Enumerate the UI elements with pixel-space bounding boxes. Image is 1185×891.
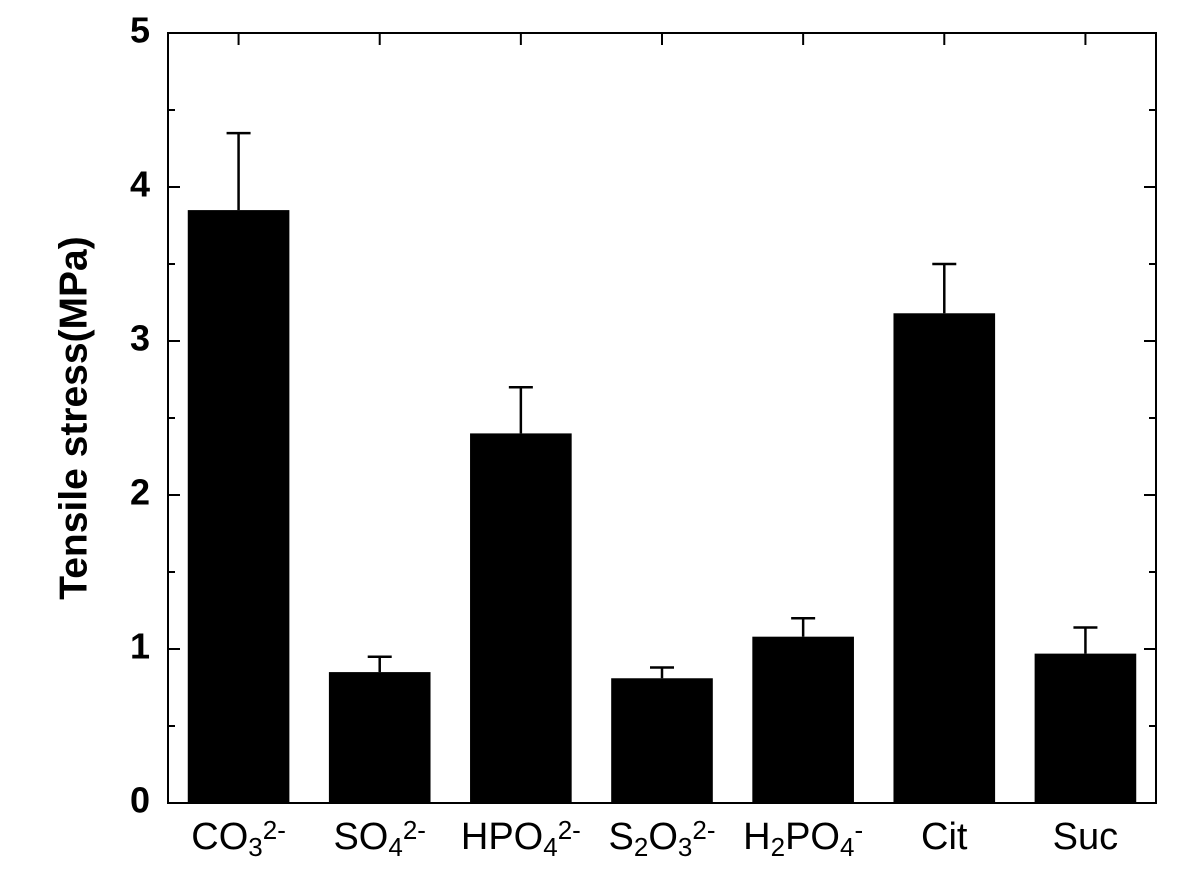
ytick-label: 5 bbox=[130, 10, 150, 51]
xtick-label: Cit bbox=[921, 816, 968, 858]
bar bbox=[611, 678, 713, 803]
ytick-label: 0 bbox=[130, 780, 150, 821]
y-axis-label: Tensile stress(MPa) bbox=[52, 236, 95, 599]
chart-background bbox=[0, 0, 1185, 891]
tensile-stress-bar-chart: 012345CO32-SO42-HPO42-S2O32-H2PO4-CitSuc… bbox=[0, 0, 1185, 891]
bar bbox=[188, 210, 290, 803]
ytick-label: 3 bbox=[130, 318, 150, 359]
bar bbox=[470, 433, 572, 803]
bar bbox=[329, 672, 431, 803]
bar bbox=[752, 637, 854, 803]
xtick-label: Suc bbox=[1053, 816, 1118, 858]
chart-container: 012345CO32-SO42-HPO42-S2O32-H2PO4-CitSuc… bbox=[0, 0, 1185, 891]
ytick-label: 4 bbox=[130, 164, 150, 205]
ytick-label: 1 bbox=[130, 626, 150, 667]
ytick-label: 2 bbox=[130, 472, 150, 513]
bar bbox=[893, 313, 995, 803]
bar bbox=[1035, 654, 1137, 803]
